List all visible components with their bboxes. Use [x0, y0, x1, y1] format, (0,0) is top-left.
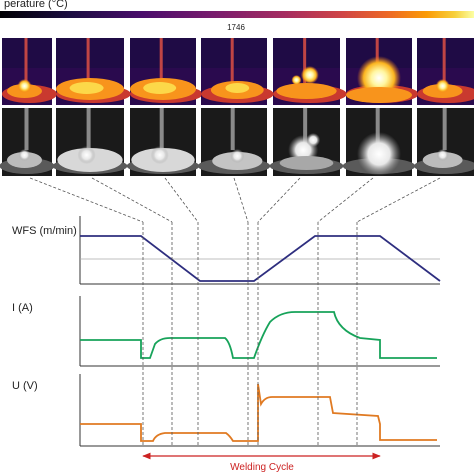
wfs-axis-label: WFS (m/min) — [12, 225, 77, 237]
connector-line — [257, 177, 301, 223]
voltage-curve — [80, 383, 437, 442]
connector-line — [29, 177, 144, 223]
voltage-axis-label: U (V) — [12, 380, 38, 392]
visible-frame — [269, 108, 344, 176]
welding-cycle-label: Welding Cycle — [230, 462, 294, 473]
thermal-frame — [273, 38, 347, 105]
wfs-curve — [80, 235, 441, 282]
thermal-frame — [56, 38, 131, 105]
frame-connectors — [29, 177, 441, 223]
visible-frame — [126, 108, 200, 176]
visible-frame — [52, 108, 128, 176]
connector-line — [356, 177, 441, 223]
current-plot: I (A) — [12, 296, 440, 367]
thermal-frame — [346, 38, 419, 105]
visible-frame — [342, 108, 416, 176]
connector-line — [233, 177, 249, 223]
current-axis-label: I (A) — [12, 302, 33, 314]
visible-frame — [414, 108, 474, 176]
colorbar — [0, 11, 474, 18]
thermal-frame — [130, 38, 203, 105]
visible-frame — [0, 108, 55, 176]
wfs-plot: WFS (m/min) — [12, 216, 441, 285]
current-curve — [80, 311, 437, 359]
thermal-image-row — [2, 38, 474, 105]
connector-line — [317, 177, 374, 223]
thermal-frame — [201, 38, 274, 105]
connector-line — [164, 177, 199, 223]
connector-line — [91, 177, 173, 223]
visible-frame — [197, 108, 271, 176]
visible-image-row — [0, 108, 474, 176]
thermal-frame — [417, 38, 474, 105]
voltage-plot: U (V) — [12, 374, 440, 447]
thermal-frame — [2, 38, 57, 105]
phase-lines — [142, 222, 358, 446]
colorbar-tick-label: 1746 — [227, 23, 245, 32]
colorbar-label: perature (°C) — [4, 0, 68, 10]
